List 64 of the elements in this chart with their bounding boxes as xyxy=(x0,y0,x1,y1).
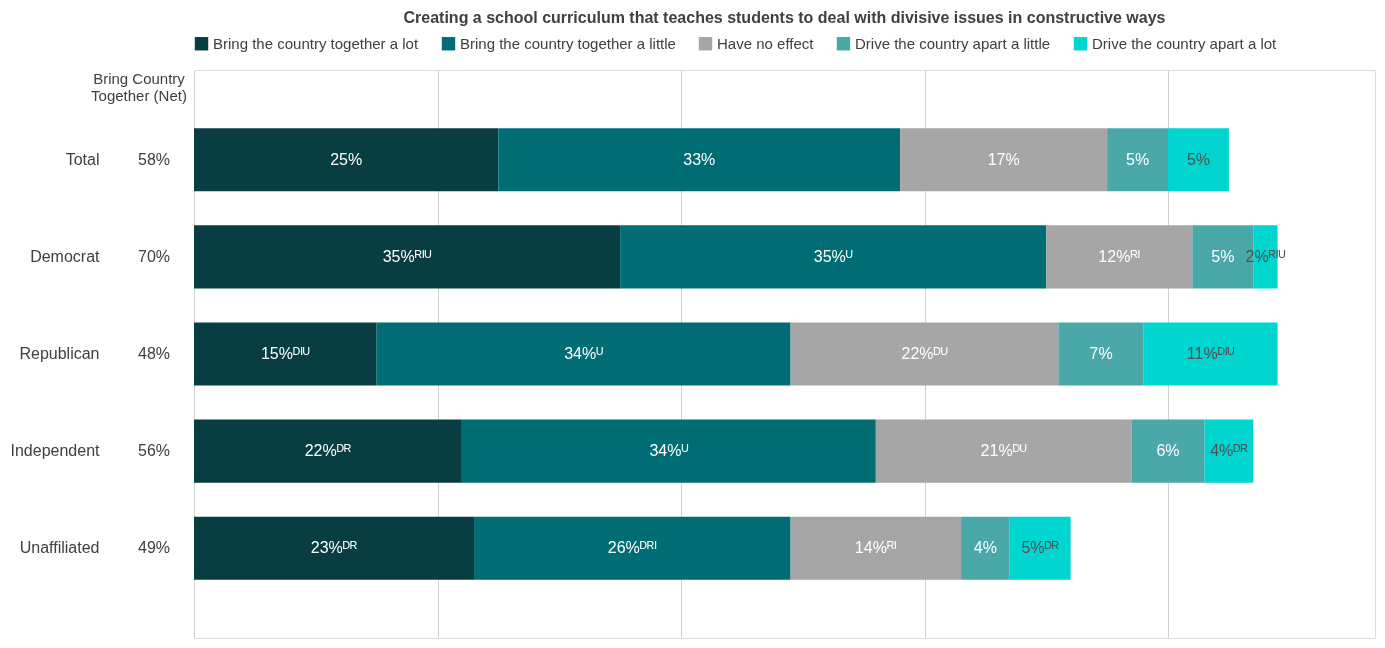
bar xyxy=(1143,322,1278,386)
bar xyxy=(194,225,621,289)
data-label: 5% xyxy=(1211,247,1235,265)
text: 56% xyxy=(137,442,171,460)
bar xyxy=(1204,419,1254,483)
data-label: 21%ᴰᵁ xyxy=(980,442,1027,460)
text: 49% xyxy=(137,539,171,557)
bar xyxy=(620,225,1047,289)
bar xyxy=(194,128,499,192)
data-label: 26%ᴰᴿᴵ xyxy=(607,539,657,557)
data-label: 12%ᴿᴵ xyxy=(1098,247,1141,265)
bar xyxy=(875,419,1132,483)
data-label: 5% xyxy=(1186,150,1211,168)
data-label: 22%ᴰᴿ xyxy=(304,442,352,460)
bar xyxy=(1131,419,1205,483)
bar xyxy=(790,516,962,580)
data-label: 35%ᴿᴵᵁ xyxy=(382,247,432,265)
data-label: 23%ᴰᴿ xyxy=(310,539,358,557)
chart-title: Creating a school curriculum that teaches students to deal with divisive issues in constructive ways xyxy=(403,9,1166,26)
bar xyxy=(961,516,1010,580)
y-tick-label: Republican xyxy=(19,345,100,362)
bar xyxy=(194,322,377,386)
data-label: 34%ᵁ xyxy=(564,345,604,362)
bar xyxy=(1168,128,1229,192)
data-label: 14%ᴿᴵ xyxy=(854,539,897,557)
data-label: 22%ᴰᵁ xyxy=(901,345,948,362)
y-tick-label: Independent xyxy=(10,442,101,460)
bar xyxy=(1107,128,1169,192)
data-label: 11%ᴰᴵᵁ xyxy=(1186,345,1235,362)
bar xyxy=(376,322,791,386)
data-label: 15%ᴰᴵᵁ xyxy=(260,345,310,362)
data-label: 35%ᵁ xyxy=(813,247,853,265)
bar xyxy=(194,419,462,483)
bar xyxy=(790,322,1059,386)
legend-label: Have no effect xyxy=(717,34,815,52)
bar xyxy=(498,128,901,192)
text: 58% xyxy=(137,150,171,168)
bar xyxy=(1009,516,1071,580)
data-label: 7% xyxy=(1089,345,1113,362)
legend-label: Bring the country together a lot xyxy=(213,34,419,52)
legend-label: Drive the country apart a little xyxy=(855,34,1051,52)
y-tick-label: Total xyxy=(65,150,100,168)
text: 48% xyxy=(137,345,171,362)
text: 70% xyxy=(137,247,171,265)
bar xyxy=(1058,322,1144,386)
bar xyxy=(461,419,876,483)
bar xyxy=(1046,225,1193,289)
data-label: 33% xyxy=(683,150,716,168)
data-label: 34%ᵁ xyxy=(649,442,689,460)
data-label: 5%ᴰᴿ xyxy=(1021,539,1059,557)
y-tick-label: Democrat xyxy=(30,247,101,265)
legend-label: Bring the country together a little xyxy=(460,34,676,52)
bar xyxy=(474,516,791,580)
y-tick-label: Unaffiliated xyxy=(19,539,100,557)
legend-label: Drive the country apart a lot xyxy=(1092,34,1278,52)
data-label: 25% xyxy=(330,150,363,168)
bar xyxy=(194,516,475,580)
data-label: 4%ᴰᴿ xyxy=(1210,442,1248,460)
data-label: 17% xyxy=(987,150,1020,168)
data-label: 4% xyxy=(973,539,997,557)
bar xyxy=(900,128,1108,192)
data-label: 6% xyxy=(1156,442,1180,460)
data-label: 5% xyxy=(1126,150,1150,168)
text: Bring Country Together (Net) xyxy=(91,70,187,104)
